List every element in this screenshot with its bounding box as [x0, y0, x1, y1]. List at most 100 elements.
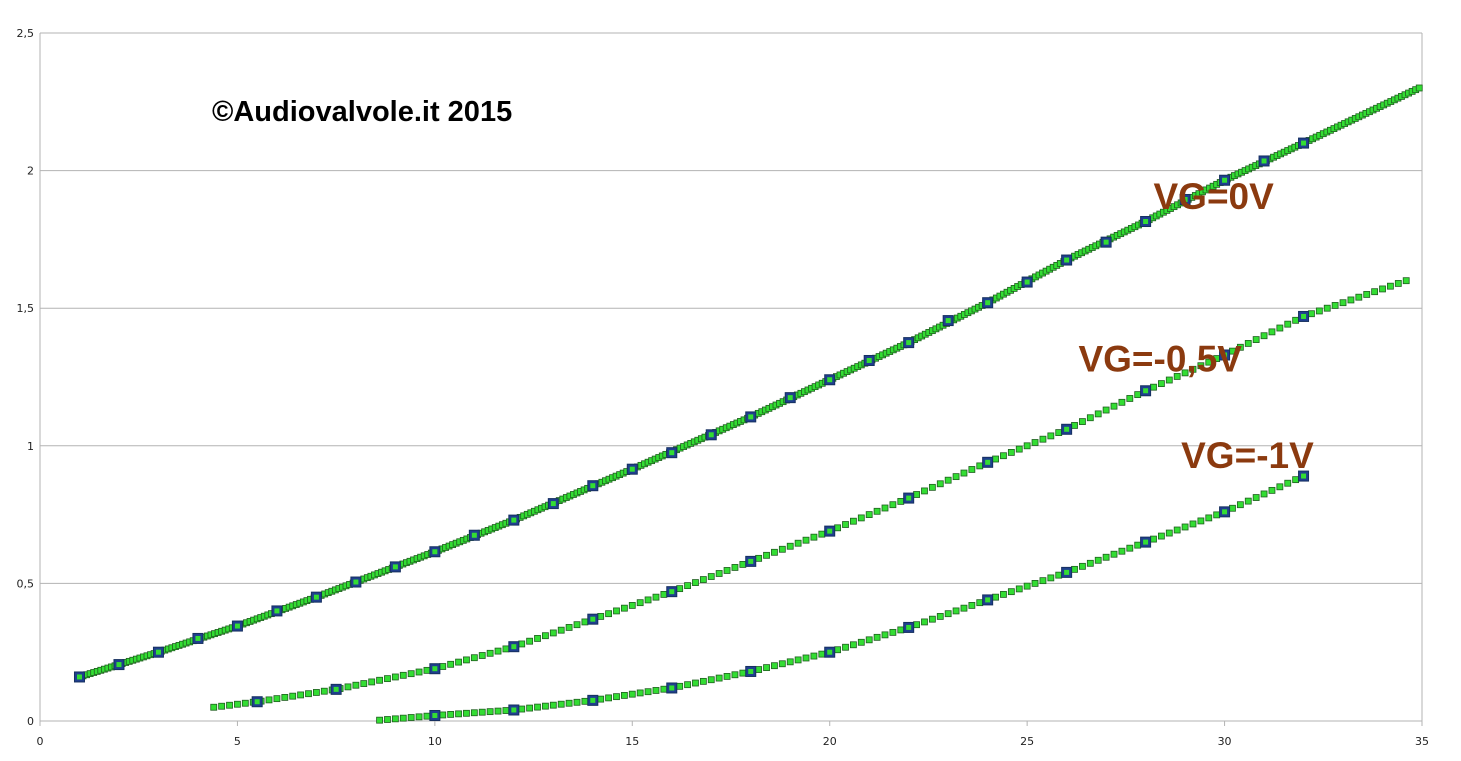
curve-point: [628, 690, 636, 698]
curve-point: [1244, 497, 1252, 505]
curve-point: [210, 703, 218, 711]
y-tick-label: 1: [27, 440, 34, 453]
measured-point-center: [550, 501, 556, 507]
curve-point: [1157, 532, 1165, 540]
curve-point: [786, 542, 794, 550]
measured-point-center: [155, 649, 161, 655]
curve-point: [873, 507, 881, 515]
curve-point: [273, 695, 281, 703]
curve-point: [968, 466, 976, 473]
curve-point: [526, 637, 534, 645]
copyright-watermark: ©Audiovalvole.it 2015: [212, 96, 512, 128]
measured-point-center: [1024, 279, 1030, 285]
curve-point: [486, 708, 494, 716]
curve-point: [620, 604, 628, 612]
curve-point: [1379, 285, 1386, 293]
curve-point: [360, 680, 368, 687]
curve-point: [1315, 307, 1323, 315]
curve-point: [723, 567, 731, 574]
curve-point: [763, 664, 770, 672]
curve-point: [281, 694, 289, 701]
curve-point: [921, 487, 928, 495]
curve-point: [620, 692, 628, 699]
curve-point: [1284, 479, 1292, 487]
curve-point: [1015, 585, 1023, 593]
curve-point: [1292, 476, 1300, 484]
curve-point: [226, 701, 233, 709]
curve-point: [865, 636, 873, 644]
measured-point-center: [432, 712, 438, 718]
curve-point: [549, 629, 557, 637]
curve-point: [1308, 310, 1315, 318]
curve-point: [1102, 406, 1110, 414]
measured-point-center: [985, 300, 991, 306]
curve-point: [234, 700, 241, 708]
curve-point: [684, 582, 691, 590]
curve-point: [810, 533, 818, 541]
measured-point-center: [590, 697, 596, 703]
curve-point: [715, 674, 723, 682]
curve-point: [763, 551, 770, 559]
measured-point-center: [1301, 473, 1307, 479]
curve-point: [684, 681, 691, 689]
curve-point: [526, 704, 534, 712]
curve-point: [1284, 320, 1292, 328]
curve-point: [921, 618, 928, 626]
measured-point-center: [313, 594, 319, 600]
measured-point-center: [116, 662, 122, 668]
curve-point: [794, 539, 802, 547]
curve-point: [352, 681, 360, 689]
curve-point: [739, 561, 747, 568]
curve-point: [1118, 547, 1126, 555]
curve-point: [636, 689, 644, 697]
curve-point: [857, 514, 865, 522]
curve-point: [660, 591, 668, 598]
measured-point-center: [590, 616, 596, 622]
series-label: VG=-1V: [1181, 435, 1314, 476]
curve-point: [597, 695, 605, 703]
curve-point: [928, 615, 936, 623]
curve-point: [407, 670, 415, 678]
curve-point: [613, 693, 620, 701]
measured-point-center: [748, 668, 754, 674]
measured-point-center: [1222, 177, 1228, 183]
curve-point: [1323, 304, 1331, 312]
curve-point: [455, 658, 462, 666]
measured-point-center: [748, 414, 754, 420]
curve-point: [1071, 422, 1078, 429]
measured-point-center: [254, 699, 260, 705]
curve-point: [802, 536, 810, 544]
curve-point: [289, 692, 297, 700]
curve-point: [992, 593, 999, 601]
measured-point-center: [1064, 426, 1070, 432]
curve-point: [439, 663, 447, 670]
series-labels: VG=0V VG=-0,5V VG=-1V: [1078, 176, 1314, 476]
curve-point: [842, 643, 849, 651]
curve-point: [1229, 504, 1236, 512]
curve-point: [1236, 501, 1244, 509]
curve-point: [1268, 486, 1276, 494]
curve-point: [699, 576, 707, 583]
measured-point-center: [669, 450, 675, 456]
curve-point: [581, 618, 589, 626]
curve-point: [391, 715, 399, 723]
measured-markers: [73, 137, 1310, 721]
curve-point: [573, 698, 581, 706]
curve-point: [1402, 277, 1410, 285]
curve-point: [810, 652, 818, 660]
measured-point-center: [511, 644, 517, 650]
curve-point: [652, 593, 660, 601]
curve-point: [1165, 529, 1173, 537]
curve-point: [644, 688, 652, 696]
curve-point: [399, 671, 407, 679]
measured-point-center: [1143, 219, 1149, 225]
measured-point-center: [669, 685, 675, 691]
curve-point: [518, 640, 526, 648]
curve-point: [968, 602, 976, 609]
curve-point: [549, 701, 557, 709]
curve-point: [384, 675, 391, 683]
measured-point-center: [945, 318, 951, 324]
y-tick-label: 1,5: [17, 302, 35, 315]
